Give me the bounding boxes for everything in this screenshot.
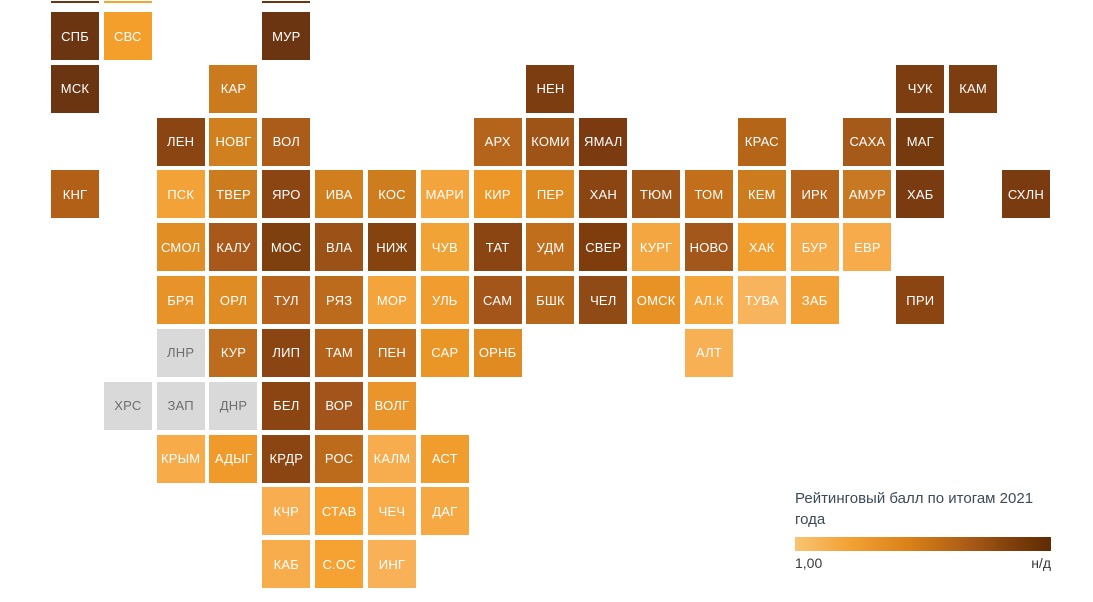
map-tile[interactable]: КНГ xyxy=(51,170,99,219)
map-tile[interactable]: ЧЕЛ xyxy=(579,276,628,325)
map-tile[interactable]: ХАК xyxy=(737,223,786,272)
map-tile[interactable]: СПБ xyxy=(51,12,99,60)
map-tile[interactable]: ЯРО xyxy=(262,170,311,219)
map-tile[interactable]: МУР xyxy=(262,12,311,60)
map-tile[interactable]: АДЫГ xyxy=(209,434,258,483)
map-tile[interactable]: ТАМ xyxy=(315,328,364,377)
map-tile[interactable]: ПЕН xyxy=(367,328,416,377)
map-tile[interactable]: ЛИП xyxy=(262,328,311,377)
map-tile[interactable]: ЧЕЧ xyxy=(367,487,416,536)
map-tile[interactable]: ИВА xyxy=(315,170,364,219)
map-tile[interactable]: КАЛМ xyxy=(367,434,416,483)
map-tile[interactable]: НИЖ xyxy=(367,223,416,272)
map-tile[interactable]: ЕВР xyxy=(843,223,892,272)
map-tile[interactable]: ДНР xyxy=(209,381,258,430)
map-tile[interactable]: САХА xyxy=(843,117,892,166)
map-tile[interactable]: ЗАБ xyxy=(790,276,839,325)
map-tile[interactable]: КАР xyxy=(209,64,258,113)
map-tile[interactable]: СТАВ xyxy=(315,487,364,536)
map-tile[interactable]: СВС xyxy=(103,12,152,60)
map-tile[interactable]: ТЮМ xyxy=(632,170,681,219)
map-tile[interactable]: ИНГ xyxy=(367,540,416,589)
map-tile[interactable]: ЗАП xyxy=(156,381,205,430)
map-tile[interactable]: УЛЬ xyxy=(420,276,469,325)
map-tile[interactable]: МАГ xyxy=(896,117,945,166)
map-tile[interactable]: МОС xyxy=(262,223,311,272)
map-tile[interactable]: САР xyxy=(420,328,469,377)
map-tile[interactable]: БШК xyxy=(526,276,575,325)
legend-title: Рейтинговый балл по итогам 2021 года xyxy=(795,490,1034,528)
map-tile[interactable]: АЛ.К xyxy=(684,276,733,325)
map-tile[interactable]: НОВО xyxy=(684,223,733,272)
map-tile[interactable]: ХАБ xyxy=(896,170,945,219)
map-tile[interactable]: КИР xyxy=(473,170,522,219)
map-tile[interactable]: ТАТ xyxy=(473,223,522,272)
map-tile[interactable]: АСТ xyxy=(420,434,469,483)
map-tile[interactable]: ВОЛГ xyxy=(367,381,416,430)
map-tile[interactable]: ЧУК xyxy=(896,64,945,113)
map-tile[interactable]: ЧУВ xyxy=(420,223,469,272)
map-tile[interactable]: КЕМ xyxy=(737,170,786,219)
map-tile[interactable]: ТУЛ xyxy=(262,276,311,325)
legend-min-label: 1,00 xyxy=(795,555,823,572)
map-tile[interactable]: БЕЛ xyxy=(262,381,311,430)
map-tile[interactable]: КАМ xyxy=(949,64,998,113)
map-tile[interactable]: ПСК xyxy=(156,170,205,219)
map-tile[interactable]: КЧР xyxy=(262,487,311,536)
map-tile[interactable]: ВЛА xyxy=(315,223,364,272)
legend-max-label: н/д xyxy=(1031,555,1051,572)
map-tile[interactable]: КУР xyxy=(209,328,258,377)
map-tile[interactable]: СВЕР xyxy=(579,223,628,272)
cutoff-tile-sliver xyxy=(103,1,152,3)
map-tile[interactable]: РЯЗ xyxy=(315,276,364,325)
map-tile[interactable]: КАЛУ xyxy=(209,223,258,272)
map-tile[interactable]: ПРИ xyxy=(896,276,945,325)
map-tile[interactable]: СМОЛ xyxy=(156,223,205,272)
map-tile[interactable]: КОС xyxy=(367,170,416,219)
map-tile[interactable]: ХРС xyxy=(103,381,152,430)
map-tile[interactable]: С.ОС xyxy=(315,540,364,589)
map-tile[interactable]: БУР xyxy=(790,223,839,272)
map-tile[interactable]: МОР xyxy=(367,276,416,325)
map-tile[interactable]: ХАН xyxy=(579,170,628,219)
map-tile[interactable]: МАРИ xyxy=(420,170,469,219)
cutoff-tile-sliver xyxy=(262,1,311,3)
map-tile[interactable]: АЛТ xyxy=(684,328,733,377)
map-tile[interactable]: ИРК xyxy=(790,170,839,219)
map-tile[interactable]: ТОМ xyxy=(684,170,733,219)
map-tile[interactable]: ОМСК xyxy=(632,276,681,325)
map-tile[interactable]: РОС xyxy=(315,434,364,483)
map-tile[interactable]: МСК xyxy=(51,64,99,113)
map-tile[interactable]: АМУР xyxy=(843,170,892,219)
map-tile[interactable]: ПЕР xyxy=(526,170,575,219)
map-tile[interactable]: ЯМАЛ xyxy=(579,117,628,166)
map-tile[interactable]: НОВГ xyxy=(209,117,258,166)
map-tile[interactable]: АРХ xyxy=(473,117,522,166)
map-tile[interactable]: КАБ xyxy=(262,540,311,589)
map-tile[interactable]: НЕН xyxy=(526,64,575,113)
cutoff-tile-sliver xyxy=(51,1,99,3)
map-tile[interactable]: ОРЛ xyxy=(209,276,258,325)
map-tile[interactable]: ВОР xyxy=(315,381,364,430)
map-tile[interactable]: КРЫМ xyxy=(156,434,205,483)
legend-gradient-bar xyxy=(795,537,1051,552)
map-tile[interactable]: ОРНБ xyxy=(473,328,522,377)
map-tile[interactable]: ЛНР xyxy=(156,328,205,377)
map-tile[interactable]: КУРГ xyxy=(632,223,681,272)
map-tile[interactable]: СХЛН xyxy=(1001,170,1050,219)
map-tile[interactable]: ВОЛ xyxy=(262,117,311,166)
map-tile[interactable]: КОМИ xyxy=(526,117,575,166)
color-legend: Рейтинговый балл по итогам 2021 года 1,0… xyxy=(795,489,1051,571)
map-tile[interactable]: КРАС xyxy=(737,117,786,166)
map-tile[interactable]: КРДР xyxy=(262,434,311,483)
map-tile[interactable]: ТВЕР xyxy=(209,170,258,219)
map-tile[interactable]: САМ xyxy=(473,276,522,325)
map-tile[interactable]: ЛЕН xyxy=(156,117,205,166)
map-tile[interactable]: ДАГ xyxy=(420,487,469,536)
map-tile[interactable]: ТУВА xyxy=(737,276,786,325)
map-tile[interactable]: УДМ xyxy=(526,223,575,272)
map-tile[interactable]: БРЯ xyxy=(156,276,205,325)
